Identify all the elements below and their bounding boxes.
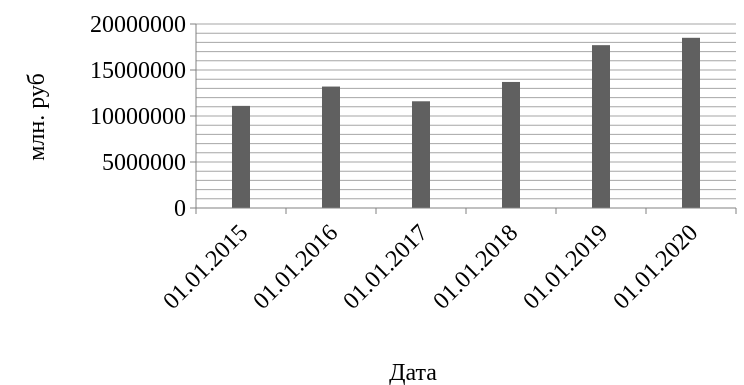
axes — [190, 23, 737, 214]
bar-01.01.2019 — [592, 45, 610, 208]
x-tick-label: 01.01.2016 — [248, 220, 343, 315]
gridlines — [196, 23, 736, 200]
x-tick-label: 01.01.2019 — [518, 220, 613, 315]
bar-01.01.2020 — [682, 37, 700, 208]
bar-01.01.2016 — [322, 86, 340, 208]
x-tick-labels: 01.01.201501.01.201601.01.201701.01.2018… — [158, 220, 703, 315]
bar-01.01.2017 — [412, 101, 430, 208]
y-tick-label: 10000000 — [90, 104, 186, 130]
y-axis-title: млн. руб — [24, 73, 50, 161]
bars — [232, 37, 700, 208]
y-tick-labels: 0 5000000 10000000 15000000 20000000 — [90, 12, 186, 222]
bar-01.01.2018 — [502, 81, 520, 208]
x-tick-label: 01.01.2018 — [428, 220, 523, 315]
y-tick-label: 15000000 — [90, 58, 186, 84]
y-tick-label: 20000000 — [90, 12, 186, 38]
x-axis-title: Дата — [389, 360, 437, 385]
y-tick-label: 0 — [174, 196, 186, 222]
y-tick-label: 5000000 — [102, 150, 186, 176]
x-tick-label: 01.01.2015 — [158, 220, 253, 315]
x-tick-label: 01.01.2017 — [338, 220, 433, 315]
x-tick-label: 01.01.2020 — [608, 220, 703, 315]
bar-01.01.2015 — [232, 105, 250, 208]
